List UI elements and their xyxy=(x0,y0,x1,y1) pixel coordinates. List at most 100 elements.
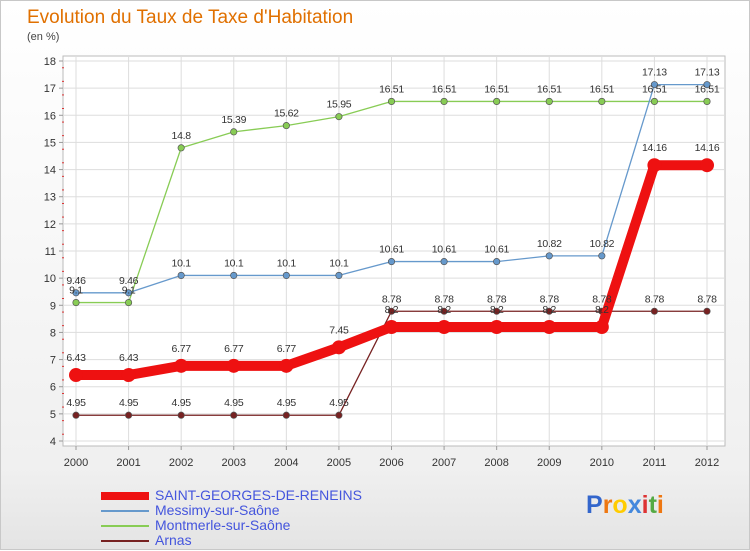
data-point xyxy=(387,258,396,266)
y-tick-label: 16 xyxy=(44,110,56,122)
chart-subtitle: (en %) xyxy=(27,31,60,43)
data-point xyxy=(703,307,711,315)
y-tick-label: 17 xyxy=(44,83,56,95)
data-point xyxy=(703,97,711,105)
data-label: 16.51 xyxy=(537,83,562,95)
legend-label: Montmerle-sur-Saône xyxy=(155,517,291,533)
x-tick-label: 2006 xyxy=(379,457,403,469)
data-point xyxy=(387,307,396,315)
y-tick-label: 18 xyxy=(44,56,56,68)
data-point xyxy=(440,258,448,266)
y-tick-label: 14 xyxy=(44,165,56,177)
data-label: 8.2 xyxy=(437,304,451,316)
data-label: 8.78 xyxy=(540,293,560,305)
x-tick-label: 2000 xyxy=(64,457,88,469)
chart-title: Evolution du Taux de Taxe d'Habitation xyxy=(27,7,354,28)
data-point xyxy=(594,320,609,334)
data-label: 16.51 xyxy=(484,83,509,95)
data-point xyxy=(331,340,346,355)
data-label: 8.2 xyxy=(595,304,609,316)
y-tick-label: 6 xyxy=(50,382,56,394)
y-tick-label: 12 xyxy=(44,219,56,231)
data-point xyxy=(335,271,343,279)
data-label: 8.78 xyxy=(645,293,665,305)
data-point xyxy=(177,144,185,152)
data-point xyxy=(384,320,399,334)
data-label: 10.1 xyxy=(329,257,349,269)
data-point xyxy=(493,97,501,105)
data-label: 9.46 xyxy=(119,275,139,287)
y-tick-label: 11 xyxy=(45,246,56,258)
data-point xyxy=(125,299,133,307)
data-point xyxy=(650,97,658,105)
data-point xyxy=(387,97,396,105)
data-point xyxy=(226,358,241,373)
y-tick-label: 8 xyxy=(50,327,56,339)
data-point xyxy=(230,128,238,136)
data-label: 17.13 xyxy=(642,67,667,79)
legend-item: Messimy-sur-Saône xyxy=(101,503,362,518)
legend-swatch xyxy=(101,491,149,500)
data-point xyxy=(177,271,185,279)
data-label: 8.78 xyxy=(382,293,402,305)
logo-letter: t xyxy=(648,491,657,519)
data-point xyxy=(598,252,606,260)
legend-swatch xyxy=(101,509,149,512)
x-tick-label: 2009 xyxy=(537,457,561,469)
y-tick-label: 13 xyxy=(44,192,56,204)
logo-letter: P xyxy=(586,491,603,519)
legend-item: Montmerle-sur-Saône xyxy=(101,518,362,533)
data-point xyxy=(125,289,133,297)
data-point xyxy=(437,320,452,334)
x-tick-label: 2004 xyxy=(274,457,298,469)
data-point xyxy=(440,97,448,105)
data-label: 10.61 xyxy=(484,244,509,256)
data-label: 9.1 xyxy=(69,285,83,297)
data-label: 8.2 xyxy=(490,304,504,316)
data-point xyxy=(542,320,557,334)
data-point xyxy=(230,411,238,419)
legend-swatch xyxy=(101,524,149,527)
data-label: 14.8 xyxy=(172,130,192,142)
y-tick-label: 15 xyxy=(44,137,56,149)
data-label: 8.78 xyxy=(434,293,454,305)
data-point xyxy=(125,411,133,419)
data-point xyxy=(121,368,136,383)
data-label: 4.95 xyxy=(172,397,192,409)
x-tick-label: 2003 xyxy=(222,457,246,469)
data-point xyxy=(493,307,501,315)
x-tick-label: 2011 xyxy=(643,457,667,469)
data-point xyxy=(279,358,294,373)
data-label: 6.43 xyxy=(66,352,86,364)
data-point xyxy=(703,81,711,89)
y-tick-label: 10 xyxy=(44,273,56,285)
data-label: 8.78 xyxy=(592,293,612,305)
data-point xyxy=(72,289,80,297)
y-tick-label: 9 xyxy=(50,300,56,312)
logo-letter: i xyxy=(641,491,649,519)
x-tick-label: 2008 xyxy=(484,457,508,469)
data-label: 4.95 xyxy=(277,397,297,409)
data-label: 15.62 xyxy=(274,108,299,120)
x-tick-label: 2010 xyxy=(590,457,614,469)
data-label: 14.16 xyxy=(642,142,667,154)
x-tick-label: 2001 xyxy=(116,457,140,469)
data-label: 4.95 xyxy=(119,397,139,409)
data-point xyxy=(335,113,343,121)
legend-item: Arnas xyxy=(101,533,362,548)
y-tick-label: 4 xyxy=(50,436,56,448)
proxiti-logo: Proxiti xyxy=(586,491,664,520)
data-label: 6.77 xyxy=(277,343,297,355)
data-point xyxy=(545,307,553,315)
legend-label: Arnas xyxy=(155,532,192,548)
data-point xyxy=(282,271,290,279)
data-point xyxy=(72,299,80,307)
data-label: 4.95 xyxy=(224,397,244,409)
data-point xyxy=(69,368,83,383)
data-point xyxy=(647,158,662,173)
data-label: 4.95 xyxy=(66,397,86,409)
data-label: 9.1 xyxy=(122,285,136,297)
data-label: 8.2 xyxy=(385,304,399,316)
data-label: 16.51 xyxy=(695,83,720,95)
x-tick-label: 2007 xyxy=(432,457,456,469)
